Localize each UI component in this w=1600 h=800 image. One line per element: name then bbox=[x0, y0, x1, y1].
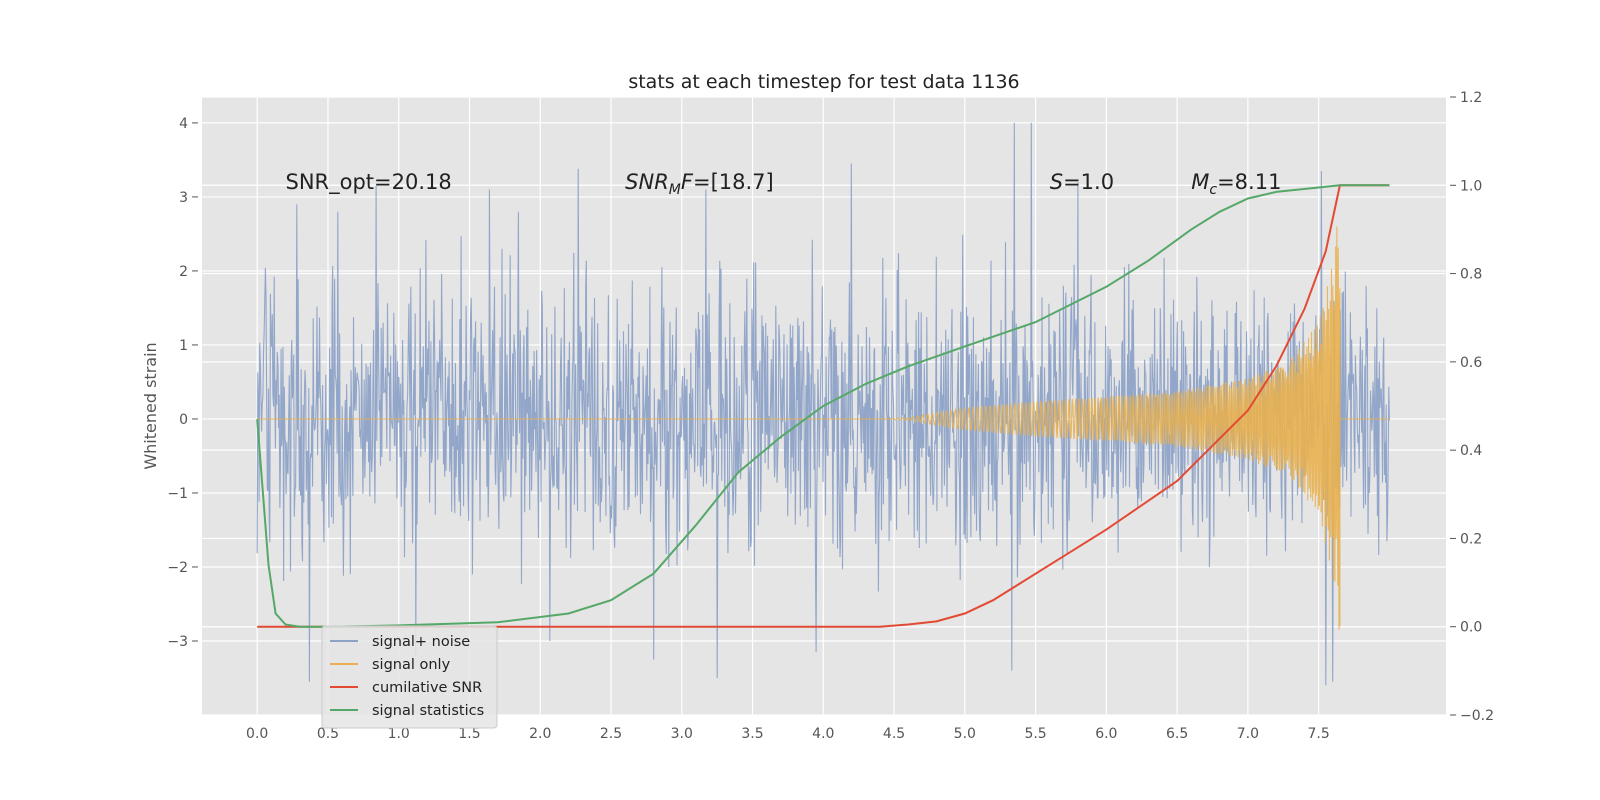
series-line-cumilative-snr bbox=[257, 184, 1390, 628]
x-tick-label: 3.0 bbox=[671, 726, 693, 742]
y2-tick-label: 0.6 bbox=[1460, 355, 1482, 371]
legend-label: signal only bbox=[372, 657, 451, 673]
y-tick-label: 3 bbox=[179, 190, 188, 206]
y2-tick-label: 0.4 bbox=[1460, 443, 1482, 459]
x-tick-label: 1.0 bbox=[388, 726, 410, 742]
annotation-part: SNR_opt=20.18 bbox=[285, 170, 451, 195]
annotation-part: SNR bbox=[625, 170, 669, 194]
y-tick-label: 2 bbox=[179, 264, 188, 280]
axes-layer: 0.0 0.5 1.0 1.5 2.0 2.5 3.0 3.5 4.0 4.5 5.0 5.5 6.0 6… bbox=[167, 90, 1494, 742]
y2-tick-label: 0.2 bbox=[1460, 531, 1482, 547]
series-line-signal-statistics bbox=[256, 184, 1390, 628]
annotation-part: =[18.7] bbox=[693, 170, 774, 194]
chart-title: stats at each timestep for test data 113… bbox=[628, 71, 1019, 93]
annotation-part: S bbox=[1050, 170, 1063, 194]
x-tick-label: 5.0 bbox=[954, 726, 976, 742]
annotation-part: F bbox=[681, 170, 694, 194]
y-tick-label: 1 bbox=[179, 338, 188, 354]
y-axis-label: Whitened strain bbox=[141, 342, 160, 469]
x-tick-label: 5.5 bbox=[1024, 726, 1046, 742]
annotation-text: SNR_opt=20.18 bbox=[285, 170, 451, 195]
x-tick-label: 6.0 bbox=[1095, 726, 1117, 742]
annotation-layer: SNR_opt=20.18 SNRMF=[18.7] S=1.0 Mc=8.11 bbox=[285, 170, 1281, 198]
annotation-part: c bbox=[1209, 182, 1217, 198]
y2-tick-label: 0.8 bbox=[1460, 267, 1482, 283]
legend: signal+ noise signal only cumilative SNR si… bbox=[321, 625, 498, 729]
y2-tick-label: 0.0 bbox=[1460, 620, 1482, 636]
x-tick-label: 7.0 bbox=[1237, 726, 1259, 742]
y-tick-label: −2 bbox=[167, 560, 188, 576]
series-line-signal-only bbox=[257, 226, 1390, 631]
x-tick-label: 4.5 bbox=[883, 726, 905, 742]
y-tick-label: 0 bbox=[179, 412, 188, 428]
legend-box bbox=[321, 625, 498, 729]
x-tick-label: 3.5 bbox=[741, 726, 763, 742]
annotation-text: Mc=8.11 bbox=[1191, 170, 1281, 198]
x-tick-label: 1.5 bbox=[458, 726, 480, 742]
legend-label: signal+ noise bbox=[372, 634, 470, 650]
y2-tick-label: −0.2 bbox=[1460, 708, 1494, 724]
y2-tick-label: 1.0 bbox=[1460, 178, 1482, 194]
x-tick-label: 0.5 bbox=[317, 726, 339, 742]
x-tick-label: 6.5 bbox=[1166, 726, 1188, 742]
x-tick-label: 7.5 bbox=[1307, 726, 1329, 742]
legend-label: signal statistics bbox=[372, 703, 484, 719]
annotation-part: =8.11 bbox=[1217, 170, 1281, 194]
x-tick-label: 2.0 bbox=[529, 726, 551, 742]
y-tick-label: −1 bbox=[167, 486, 188, 502]
legend-label: cumilative SNR bbox=[372, 680, 482, 696]
annotation-part: =1.0 bbox=[1063, 170, 1114, 194]
series-layer bbox=[256, 122, 1390, 686]
x-tick-label: 4.0 bbox=[812, 726, 834, 742]
x-tick-label: 0.0 bbox=[246, 726, 268, 742]
annotation-text: SNRMF=[18.7] bbox=[625, 170, 774, 198]
y-tick-label: −3 bbox=[167, 634, 188, 650]
annotation-part: M bbox=[1191, 170, 1209, 194]
y2-tick-label: 1.2 bbox=[1460, 90, 1482, 106]
y-tick-label: 4 bbox=[179, 116, 188, 132]
x-tick-label: 2.5 bbox=[600, 726, 622, 742]
annotation-text: S=1.0 bbox=[1050, 170, 1114, 194]
annotation-part: M bbox=[669, 182, 681, 198]
